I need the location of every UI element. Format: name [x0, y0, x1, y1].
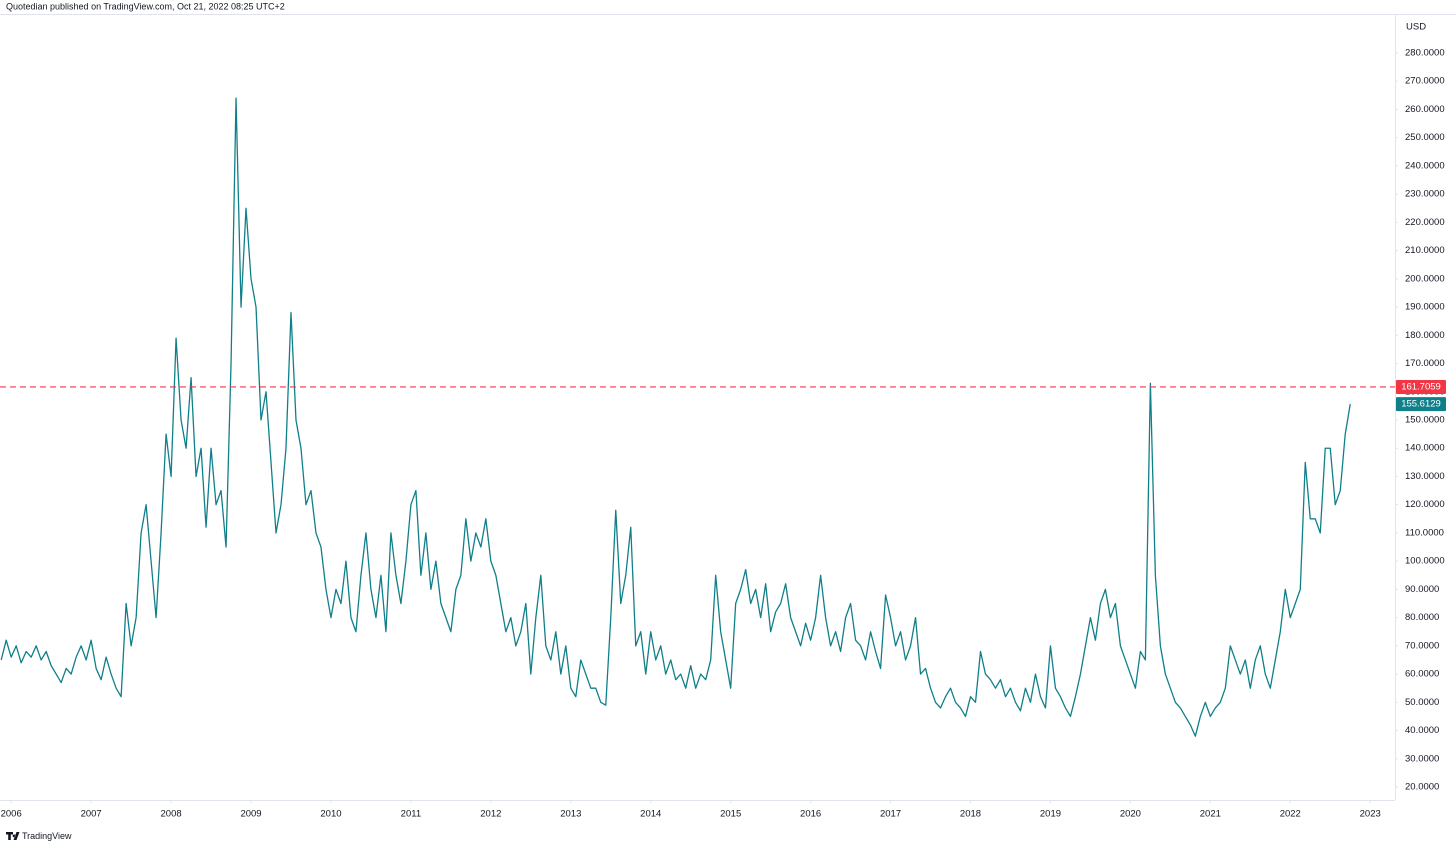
x-tick-label: 2012	[480, 809, 501, 820]
y-tick-label: 120.0000	[1405, 499, 1445, 510]
y-tick-label: 190.0000	[1405, 302, 1445, 313]
y-tick-label: 200.0000	[1405, 273, 1445, 284]
price-line	[0, 97, 1351, 737]
y-tick-label: 280.0000	[1405, 47, 1445, 58]
y-tick-label: 240.0000	[1405, 160, 1445, 171]
y-tick-label: 170.0000	[1405, 358, 1445, 369]
x-tick-label: 2007	[81, 809, 102, 820]
x-tick-label: 2017	[880, 809, 901, 820]
y-tick-label: 70.0000	[1405, 640, 1439, 651]
y-tick-label: 60.0000	[1405, 669, 1439, 680]
x-tick-label: 2018	[960, 809, 981, 820]
y-tick-label: 90.0000	[1405, 584, 1439, 595]
x-tick-label: 2010	[320, 809, 341, 820]
plot-area	[0, 97, 1395, 737]
y-tick-label: 80.0000	[1405, 612, 1439, 623]
x-tick-label: 2013	[560, 809, 581, 820]
x-tick-label: 2006	[1, 809, 22, 820]
y-tick-label: 150.0000	[1405, 415, 1445, 426]
last-value-label: 155.6129	[1401, 399, 1441, 410]
y-tick-label: 270.0000	[1405, 76, 1445, 87]
y-tick-label: 260.0000	[1405, 104, 1445, 115]
y-tick-label: 40.0000	[1405, 725, 1439, 736]
x-tick-label: 2023	[1360, 809, 1381, 820]
y-tick-label: 130.0000	[1405, 471, 1445, 482]
last-value-box	[1396, 397, 1446, 412]
y-tick-label: 210.0000	[1405, 245, 1445, 256]
x-tick-label: 2008	[161, 809, 182, 820]
logo-mark	[6, 832, 20, 840]
y-tick-label: 110.0000	[1405, 527, 1444, 538]
y-tick-label: 140.0000	[1405, 443, 1445, 454]
x-tick-label: 2015	[720, 809, 741, 820]
y-tick-label: 20.0000	[1405, 782, 1439, 793]
y-tick-label: 220.0000	[1405, 217, 1445, 228]
y-tick-label: 250.0000	[1405, 132, 1445, 143]
y-tick-label: 230.0000	[1405, 189, 1445, 200]
reference-label-box	[1396, 379, 1446, 394]
x-tick-label: 2011	[401, 809, 421, 820]
currency-label: USD	[1406, 22, 1426, 33]
y-tick-label: 50.0000	[1405, 697, 1439, 708]
brand-text: TradingView	[22, 831, 72, 841]
y-tick-label: 30.0000	[1405, 753, 1439, 764]
x-tick-label: 2022	[1280, 809, 1301, 820]
x-tick-label: 2019	[1040, 809, 1061, 820]
x-tick-label: 2016	[800, 809, 821, 820]
x-tick-label: 2009	[240, 809, 261, 820]
y-tick-label: 100.0000	[1405, 556, 1445, 567]
y-tick-label: 180.0000	[1405, 330, 1445, 341]
header-text: Quotedian published on TradingView.com, …	[6, 1, 285, 11]
x-tick-label: 2021	[1200, 809, 1221, 820]
reference-label: 161.7059	[1401, 381, 1441, 392]
x-tick-label: 2020	[1120, 809, 1141, 820]
x-tick-label: 2014	[640, 809, 661, 820]
tradingview-logo: TradingView	[6, 831, 72, 841]
